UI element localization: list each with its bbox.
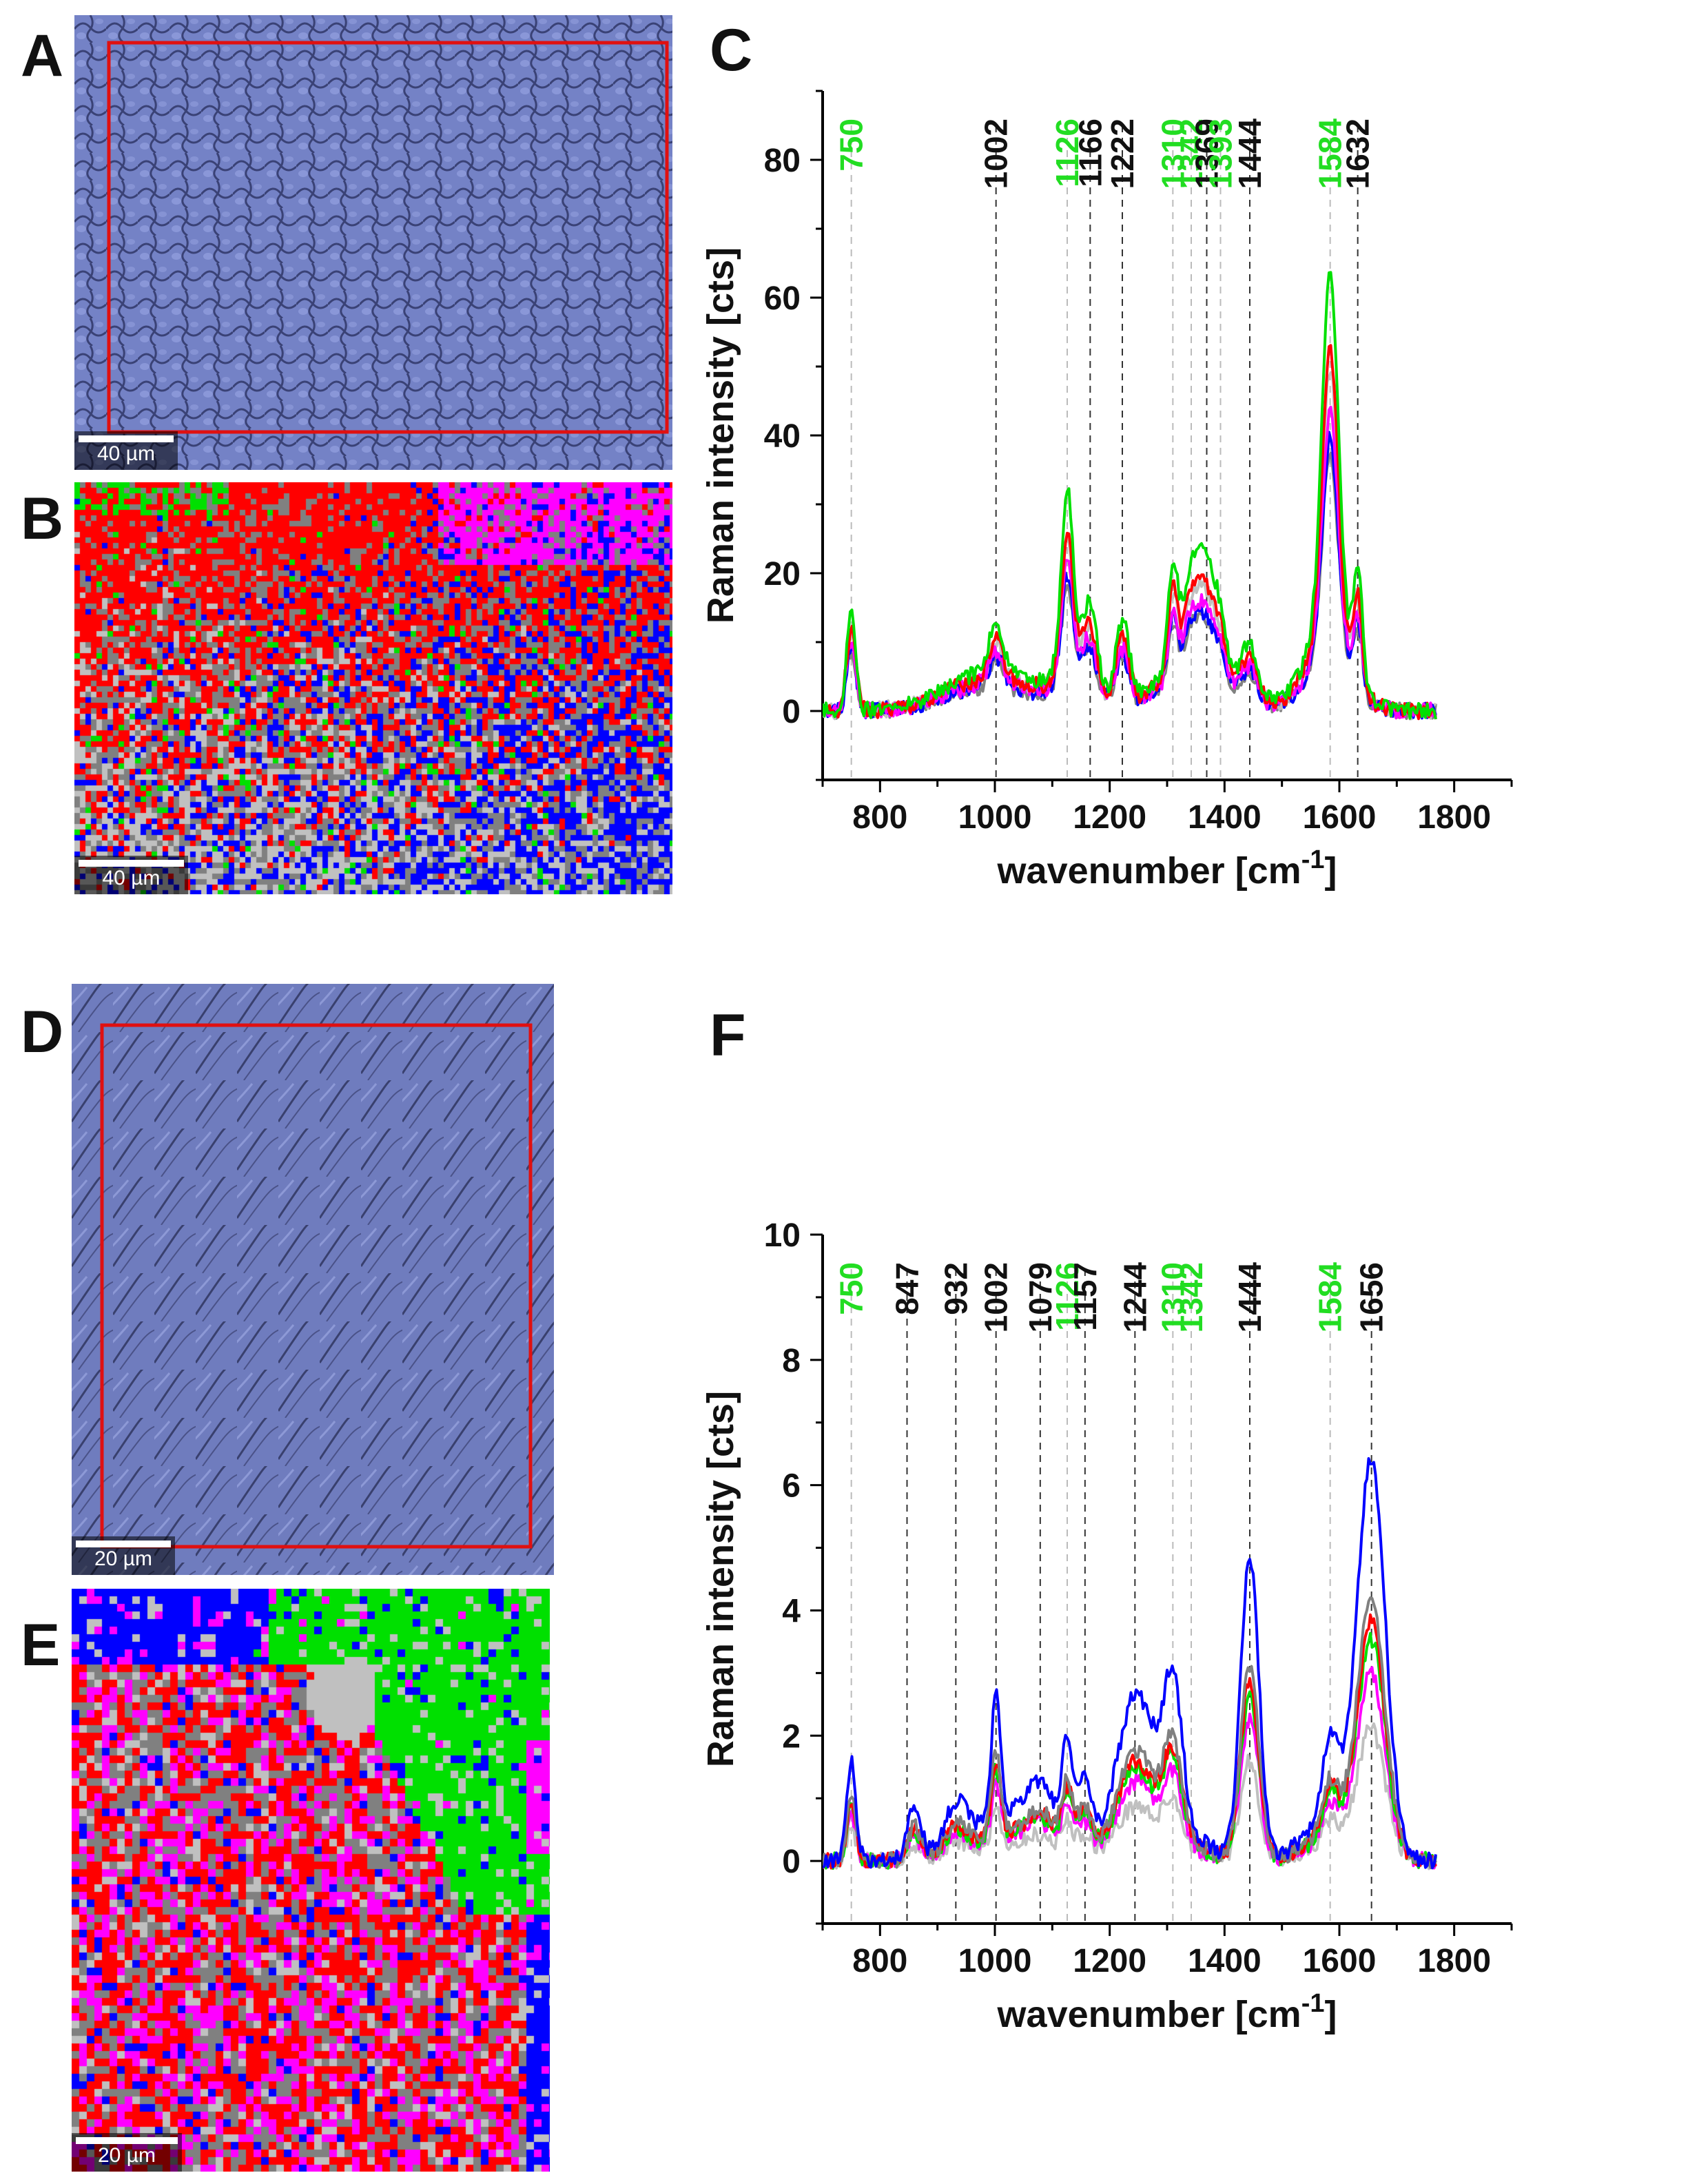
series-group bbox=[823, 271, 1437, 721]
x-tick-label: 1400 bbox=[1188, 799, 1262, 836]
scale-bar-a: 40 µm bbox=[74, 431, 178, 470]
x-tick-label: 1200 bbox=[1073, 799, 1146, 836]
y-tick-label: 8 bbox=[782, 1343, 801, 1379]
band-label: 1584 bbox=[1312, 119, 1348, 189]
scale-bar-d: 20 µm bbox=[72, 1536, 175, 1575]
panel-label-b: B bbox=[21, 486, 64, 552]
roi-rectangle-a bbox=[107, 41, 669, 434]
y-tick-label: 20 bbox=[764, 556, 801, 593]
band-label: 1584 bbox=[1312, 1262, 1348, 1333]
x-tick-label: 800 bbox=[852, 1943, 907, 1979]
scale-bar-e-label: 20 µm bbox=[98, 2144, 156, 2167]
y-tick-label: 60 bbox=[764, 280, 801, 317]
band-label: 1002 bbox=[978, 119, 1014, 189]
series-line-blue bbox=[823, 1457, 1437, 1870]
band-label: 1342 bbox=[1173, 119, 1209, 189]
panel-label-a: A bbox=[21, 23, 64, 89]
y-tick-label: 80 bbox=[764, 143, 801, 179]
cluster-map-b: 40 µm bbox=[74, 482, 672, 894]
panel-label-e: E bbox=[21, 1612, 61, 1678]
band-label: 847 bbox=[889, 1262, 925, 1315]
y-tick-label: 4 bbox=[782, 1593, 801, 1629]
x-axis-label: wavenumber [cm-1] bbox=[997, 845, 1337, 892]
microscope-image-d: 20 µm bbox=[72, 984, 554, 1575]
scale-bar-a-label: 40 µm bbox=[97, 442, 155, 465]
x-axis-label-main: wavenumber [cm bbox=[997, 1994, 1301, 2035]
x-tick-label: 1800 bbox=[1417, 1943, 1491, 1979]
band-label: 1444 bbox=[1232, 1262, 1268, 1333]
panel-label-c: C bbox=[710, 17, 753, 83]
y-tick-label: 40 bbox=[764, 418, 801, 455]
y-tick-label: 6 bbox=[782, 1468, 801, 1505]
tissue-texture-d bbox=[72, 984, 554, 1575]
band-label: 1310 bbox=[1155, 119, 1191, 189]
x-axis-label-main: wavenumber [cm bbox=[997, 850, 1301, 892]
band-label: 1126 bbox=[1049, 119, 1085, 187]
band-label: 1126 bbox=[1049, 1262, 1085, 1331]
tissue-texture-a bbox=[74, 15, 672, 470]
raman-spectrum-chart-c: 800 1000 1200 1400 1600 1800 0 20 40 60 80 wavenumb… bbox=[700, 90, 1513, 892]
band-label: 1342 bbox=[1173, 1262, 1209, 1332]
raman-spectrum-chart-f: 800 1000 1200 1400 1600 1800 0 2 4 6 8 10 wavenumber… bbox=[700, 1217, 1513, 2035]
y-tick-label: 0 bbox=[782, 694, 801, 730]
band-label: 750 bbox=[834, 1262, 869, 1315]
x-tick-label: 1600 bbox=[1303, 799, 1377, 836]
band-label: 1222 bbox=[1104, 119, 1140, 189]
band-label: 1244 bbox=[1117, 1262, 1153, 1333]
band-label: 1444 bbox=[1232, 119, 1268, 189]
band-label: 1166 bbox=[1072, 119, 1108, 187]
x-tick-label: 1800 bbox=[1417, 799, 1491, 836]
panel-label-f: F bbox=[710, 1002, 746, 1069]
band-label: 1002 bbox=[978, 1262, 1014, 1332]
cluster-map-b-canvas bbox=[74, 482, 672, 894]
scale-bar-b-label: 40 µm bbox=[102, 867, 161, 889]
x-tick-label: 1600 bbox=[1303, 1943, 1377, 1979]
x-tick-label: 1400 bbox=[1188, 1943, 1262, 1979]
x-tick-label: 800 bbox=[852, 799, 907, 836]
x-tick-label: 1000 bbox=[958, 1943, 1032, 1979]
band-label: 1079 bbox=[1022, 1262, 1058, 1332]
scale-bar-e: 20 µm bbox=[72, 2133, 182, 2172]
band-label: 1369 bbox=[1189, 119, 1225, 189]
x-axis-label-sup: -1 bbox=[1301, 1989, 1325, 2018]
x-axis-label-end: ] bbox=[1324, 1994, 1337, 2035]
microscope-image-a: 40 µm bbox=[74, 15, 672, 470]
series-line-green bbox=[823, 271, 1437, 720]
x-axis-label: wavenumber [cm-1] bbox=[997, 1989, 1337, 2035]
y-tick-label: 10 bbox=[764, 1217, 801, 1254]
band-label: 1157 bbox=[1067, 1262, 1103, 1331]
scale-bar-d-label: 20 µm bbox=[94, 1547, 152, 1570]
panel-label-d: D bbox=[21, 999, 64, 1065]
band-label: 932 bbox=[938, 1262, 974, 1315]
scale-bar-b: 40 µm bbox=[74, 856, 188, 894]
x-axis-label-end: ] bbox=[1324, 850, 1337, 892]
x-tick-label: 1000 bbox=[958, 799, 1032, 836]
x-axis-label-sup: -1 bbox=[1301, 845, 1325, 874]
band-label: 1632 bbox=[1340, 119, 1376, 189]
y-tick-label: 2 bbox=[782, 1718, 801, 1755]
series-group bbox=[823, 1457, 1437, 1871]
series-line-red bbox=[823, 344, 1437, 721]
band-label: 1393 bbox=[1203, 119, 1239, 189]
y-tick-label: 0 bbox=[782, 1844, 801, 1880]
band-label: 1656 bbox=[1354, 1262, 1390, 1332]
y-axis-label: Raman intensity [cts] bbox=[700, 1391, 741, 1767]
band-label: 1310 bbox=[1155, 1262, 1191, 1332]
y-axis-label: Raman intensity [cts] bbox=[700, 247, 741, 624]
x-tick-label: 1200 bbox=[1073, 1943, 1146, 1979]
cluster-map-e: 20 µm bbox=[72, 1589, 550, 2172]
roi-rectangle-d bbox=[100, 1023, 533, 1549]
band-label: 750 bbox=[834, 119, 869, 172]
cluster-map-e-canvas bbox=[72, 1589, 550, 2172]
